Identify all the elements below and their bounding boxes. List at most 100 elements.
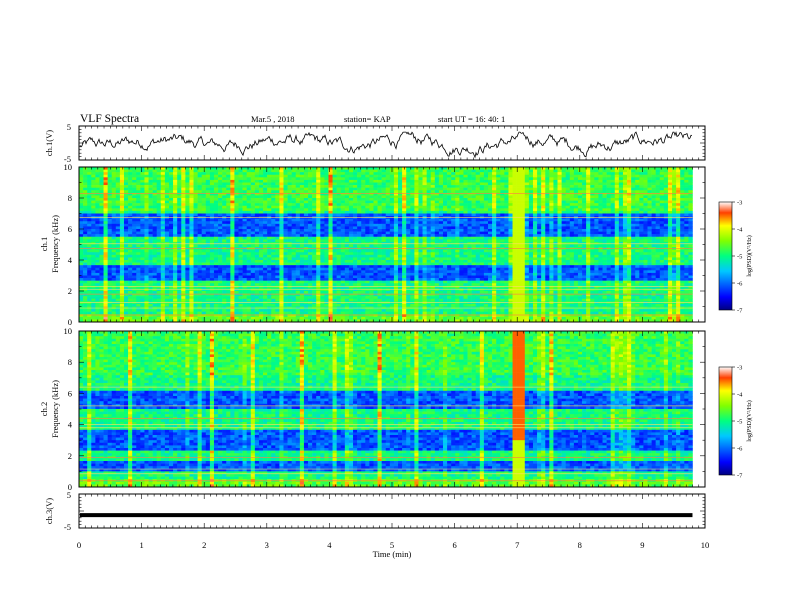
spectrogram-cell <box>443 190 448 194</box>
spectrogram-cell <box>479 182 485 186</box>
spectrogram-cell <box>627 200 632 204</box>
spectrogram-cell <box>303 231 309 235</box>
spectrogram-cell <box>643 177 648 181</box>
spectrogram-cell <box>475 190 481 194</box>
spectrogram-cell <box>663 221 669 225</box>
spectrogram-cell <box>132 203 137 207</box>
spectrogram-cell <box>115 239 121 243</box>
spectrogram-cell <box>136 190 141 194</box>
spectrogram-cell <box>365 185 370 188</box>
spectrogram-cell <box>173 221 178 225</box>
spectrogram-cell <box>627 226 632 230</box>
spectrogram-cell <box>492 174 497 178</box>
spectrogram-cell <box>291 234 297 238</box>
spectrogram-cell <box>537 190 542 194</box>
spectrogram-cell <box>340 236 346 240</box>
spectrogram-cell <box>156 221 162 225</box>
spectrogram-cell <box>279 190 284 194</box>
spectrogram-cell <box>83 218 88 222</box>
spectrogram-cell <box>357 210 362 214</box>
spectrogram-cell <box>148 231 153 235</box>
spectrogram-cell <box>667 218 673 222</box>
spectrogram-cell <box>618 177 624 181</box>
spectrogram-cell <box>140 192 145 196</box>
spectrogram-cell <box>643 179 648 183</box>
spectrogram-cell <box>136 226 141 230</box>
spectrogram-cell <box>263 182 268 186</box>
spectrogram-cell <box>218 177 223 181</box>
spectrogram-cell <box>111 192 117 196</box>
spectrogram-cell <box>655 198 661 201</box>
spectrogram-cell <box>471 239 477 243</box>
spectrogram-cell <box>119 239 125 243</box>
spectrogram-cell <box>99 210 104 214</box>
spectrogram-cell <box>148 229 153 232</box>
spectrogram-cell <box>520 182 526 186</box>
spectrogram-cell <box>635 203 640 207</box>
spectrogram-cell <box>115 208 121 212</box>
spectrogram-cell <box>426 195 432 199</box>
spectrogram-cell <box>164 177 170 181</box>
spectrogram-cell <box>136 195 141 199</box>
spectrogram-cell <box>610 187 616 191</box>
spectrogram-cell <box>287 226 292 230</box>
spectrogram-cell <box>316 223 321 227</box>
spectrogram-cell <box>614 195 620 199</box>
spectrogram-cell <box>406 234 411 238</box>
spectrogram-cell <box>524 174 530 178</box>
spectrogram-cell <box>582 223 587 227</box>
spectrogram-cell <box>541 187 546 191</box>
spectrogram-cell <box>647 241 652 245</box>
spectrogram-cell <box>263 205 268 209</box>
spectrogram-cell <box>667 223 673 227</box>
spectrogram-cell <box>140 239 145 243</box>
spectrogram-cell <box>504 195 509 199</box>
spectrogram-cell <box>103 187 108 191</box>
spectrogram-cell <box>381 231 387 235</box>
spectrogram-cell <box>389 226 395 230</box>
spectrogram-cell <box>283 179 288 183</box>
spectrogram-cell <box>438 179 444 183</box>
spectrogram-cell <box>602 213 607 217</box>
spectrogram-cell <box>500 172 505 176</box>
spectrogram-cell <box>328 221 333 225</box>
spectrogram-cell <box>398 218 403 222</box>
spectrogram-cell <box>414 223 419 227</box>
spectrogram-cell <box>475 205 481 209</box>
spectrogram-cell <box>103 200 108 204</box>
spectrogram-cell <box>512 203 517 207</box>
spectrogram-cell <box>590 218 595 222</box>
spectrogram-cell <box>295 174 301 178</box>
spectrogram-cell <box>123 192 129 196</box>
spectrogram-cell <box>479 236 485 240</box>
spectrogram-cell <box>430 210 436 214</box>
spectrogram-cell <box>271 179 276 183</box>
spectrogram-cell <box>369 241 374 245</box>
spectrogram-cell <box>222 221 227 225</box>
spectrogram-cell <box>156 218 162 222</box>
spectrogram-cell <box>316 218 321 222</box>
spectrogram-cell <box>524 239 530 243</box>
spectrogram-cell <box>353 208 358 212</box>
spectrogram-cell <box>483 172 489 176</box>
spectrogram-cell <box>541 177 546 181</box>
spectrogram-cell <box>537 221 542 225</box>
spectrogram-cell <box>283 208 288 212</box>
spectrogram-cell <box>459 239 464 243</box>
spectrogram-cell <box>643 169 648 173</box>
spectrogram-cell <box>602 185 607 188</box>
spectrogram-cell <box>365 205 370 209</box>
spectrogram-cell <box>598 239 603 243</box>
spectrogram-cell <box>684 221 689 225</box>
spectrogram-cell <box>610 198 616 201</box>
spectrogram-cell <box>389 192 395 196</box>
spectrogram-cell <box>238 174 243 178</box>
spectrogram-cell <box>373 192 378 196</box>
spectrogram-cell <box>483 190 489 194</box>
spectrogram-cell <box>393 229 399 232</box>
spectrogram-cell <box>451 208 456 212</box>
spectrogram-cell <box>181 221 186 225</box>
spectrogram-cell <box>545 239 550 243</box>
spectrogram-cell <box>406 179 411 183</box>
spectrogram-cell <box>385 200 391 204</box>
